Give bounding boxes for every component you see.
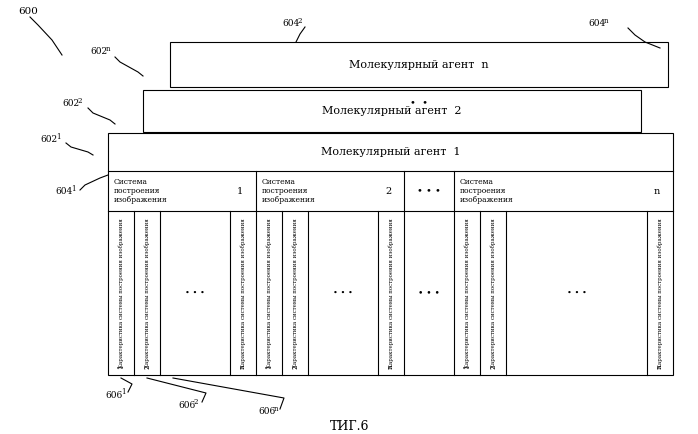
Text: 1: 1 bbox=[121, 388, 126, 396]
Text: 606: 606 bbox=[258, 408, 275, 417]
Text: Характеристика системы построения изображения: Характеристика системы построения изобра… bbox=[464, 218, 470, 368]
Text: n: n bbox=[274, 405, 279, 413]
Text: n: n bbox=[654, 187, 660, 195]
Text: 606: 606 bbox=[178, 401, 195, 410]
Text: Характеристика системы построения изображения: Характеристика системы построения изобра… bbox=[118, 218, 124, 368]
Text: • • •: • • • bbox=[417, 187, 441, 195]
Text: Молекулярный агент  n: Молекулярный агент n bbox=[349, 59, 489, 69]
Text: • • •: • • • bbox=[185, 289, 205, 297]
Text: ΤИГ.6: ΤИГ.6 bbox=[330, 421, 370, 434]
Text: n: n bbox=[656, 365, 664, 369]
Text: 1: 1 bbox=[71, 185, 75, 193]
Text: 2: 2 bbox=[489, 365, 497, 369]
Text: 604: 604 bbox=[282, 20, 299, 29]
Text: 604: 604 bbox=[588, 20, 605, 29]
Text: n: n bbox=[387, 365, 395, 369]
Text: Характеристика системы построения изображения: Характеристика системы построения изобра… bbox=[266, 218, 272, 368]
Text: 1: 1 bbox=[117, 365, 125, 369]
Text: Характеристика системы построения изображения: Характеристика системы построения изобра… bbox=[240, 218, 246, 368]
Text: Характеристика системы построения изображения: Характеристика системы построения изобра… bbox=[490, 218, 496, 368]
Bar bbox=[143, 90, 641, 132]
Text: 2: 2 bbox=[194, 398, 198, 406]
Text: 2: 2 bbox=[291, 365, 299, 369]
Text: n: n bbox=[604, 17, 609, 25]
Text: Система
построения
изображения: Система построения изображения bbox=[460, 178, 514, 204]
Text: 2: 2 bbox=[78, 97, 82, 105]
Text: Система
построения
изображения: Система построения изображения bbox=[262, 178, 315, 204]
Text: 1: 1 bbox=[237, 187, 243, 195]
Text: Характеристика системы построения изображения: Характеристика системы построения изобра… bbox=[292, 218, 298, 368]
Text: 600: 600 bbox=[18, 7, 38, 16]
Text: 2: 2 bbox=[385, 187, 391, 195]
Text: 602: 602 bbox=[40, 135, 57, 145]
Text: Система
построения
изображения: Система построения изображения bbox=[114, 178, 168, 204]
Text: 1: 1 bbox=[463, 365, 471, 369]
Bar bbox=[108, 133, 673, 375]
Text: Характеристика системы построения изображения: Характеристика системы построения изобра… bbox=[144, 218, 150, 368]
Text: 1: 1 bbox=[265, 365, 273, 369]
Text: 602: 602 bbox=[90, 47, 107, 56]
Text: 602: 602 bbox=[62, 99, 79, 108]
Text: Молекулярный агент  1: Молекулярный агент 1 bbox=[321, 147, 460, 157]
Text: 2: 2 bbox=[298, 17, 302, 25]
Text: n: n bbox=[106, 45, 110, 53]
Text: 606: 606 bbox=[105, 391, 122, 400]
Bar bbox=[170, 42, 668, 87]
Text: • • •: • • • bbox=[418, 289, 440, 297]
Text: Характеристика системы построения изображения: Характеристика системы построения изобра… bbox=[388, 218, 394, 368]
Text: • • •: • • • bbox=[567, 289, 586, 297]
Text: Молекулярный агент  2: Молекулярный агент 2 bbox=[322, 106, 462, 116]
Text: Характеристика системы построения изображения: Характеристика системы построения изобра… bbox=[658, 218, 662, 368]
Text: 1: 1 bbox=[56, 133, 61, 141]
Text: •  •: • • bbox=[410, 99, 428, 108]
Text: 604: 604 bbox=[55, 187, 73, 197]
Text: n: n bbox=[239, 365, 247, 369]
Text: 2: 2 bbox=[143, 365, 151, 369]
Text: • • •: • • • bbox=[333, 289, 353, 297]
